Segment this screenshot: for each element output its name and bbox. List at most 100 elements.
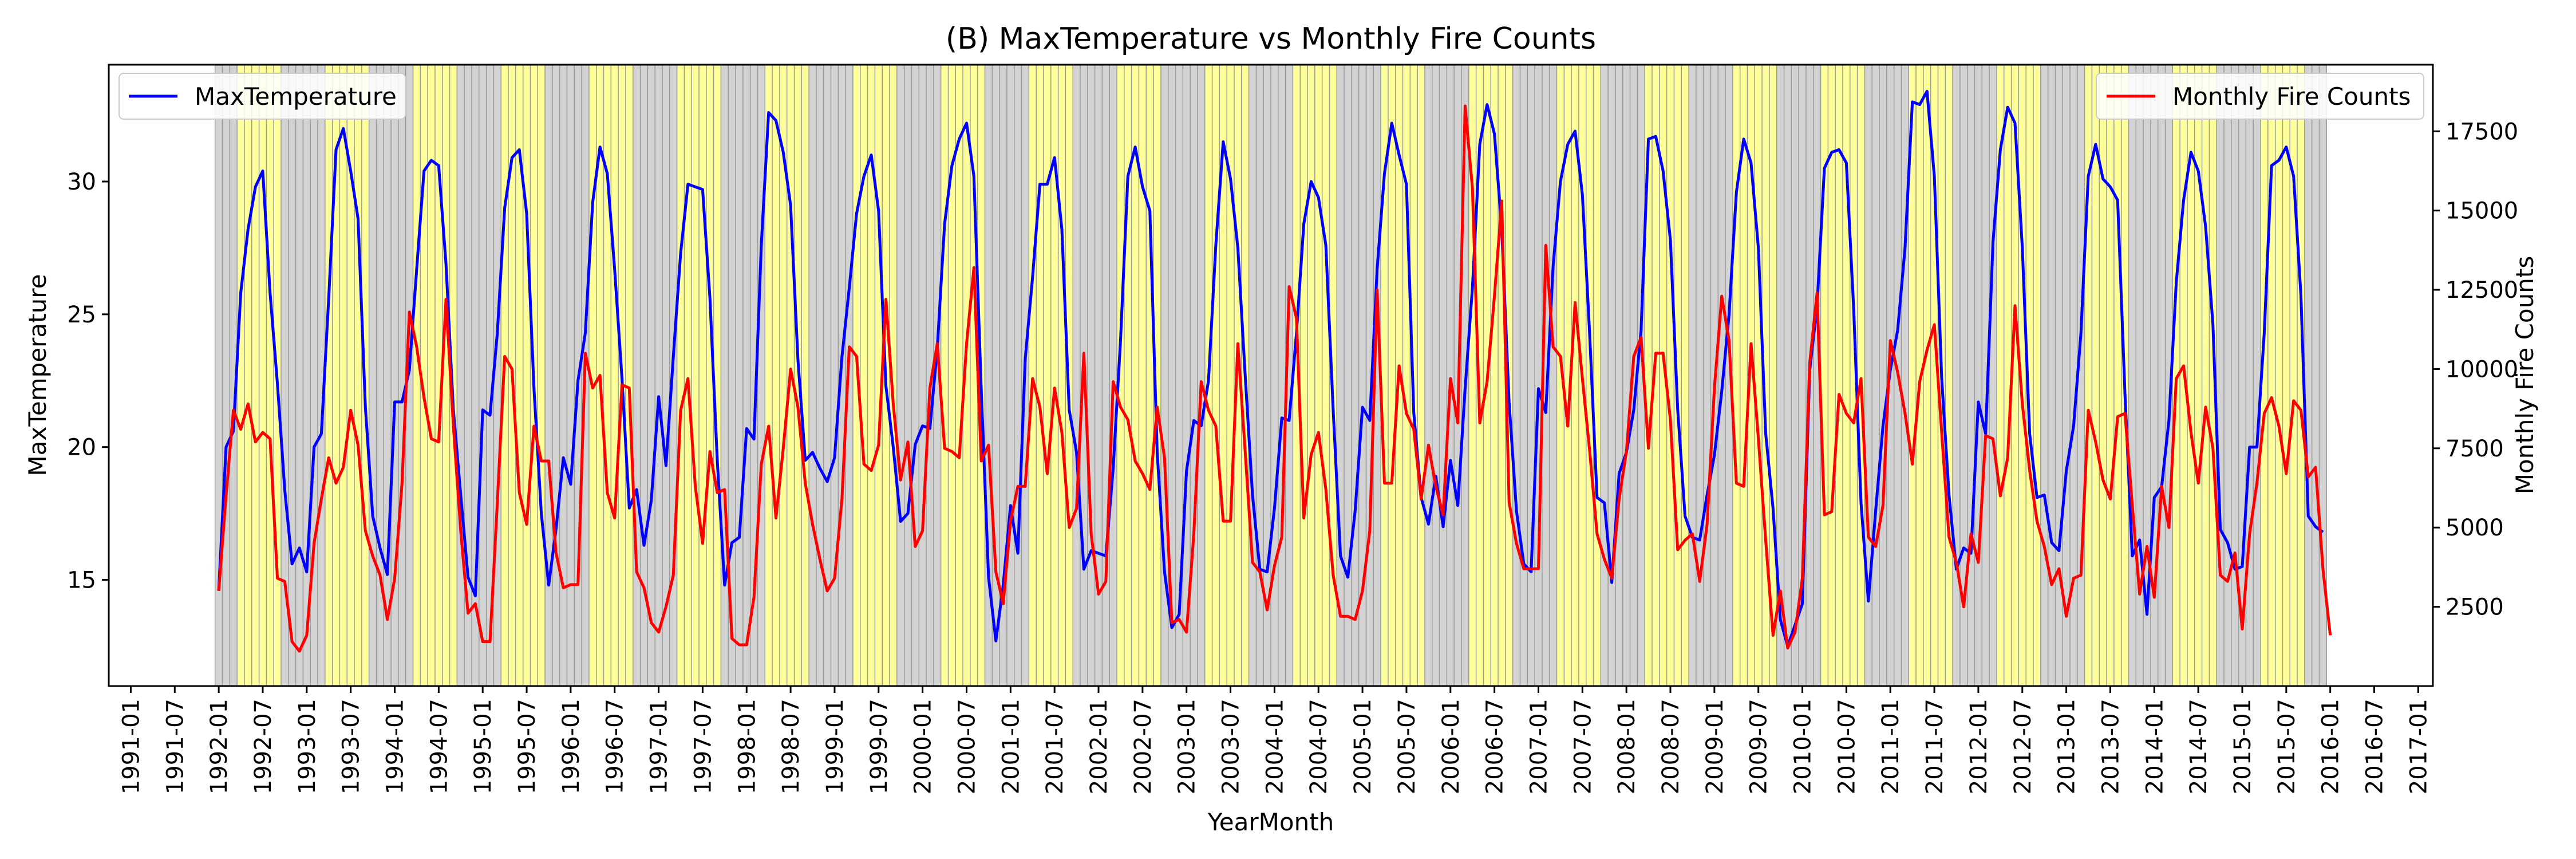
season-band xyxy=(288,65,296,686)
season-band xyxy=(1300,65,1308,686)
season-band xyxy=(2063,65,2071,686)
x-tick-label: 1997-01 xyxy=(646,699,673,794)
season-band xyxy=(1909,65,1917,686)
season-band xyxy=(706,65,714,686)
season-band xyxy=(963,65,971,686)
season-band xyxy=(391,65,399,686)
season-band xyxy=(398,65,406,686)
season-band xyxy=(831,65,839,686)
season-band xyxy=(655,65,663,686)
season-band xyxy=(1959,65,1968,686)
season-band xyxy=(2107,65,2115,686)
season-band xyxy=(750,65,758,686)
y-right-tick-label: 17500 xyxy=(2445,119,2518,145)
season-band xyxy=(567,65,575,686)
season-band xyxy=(1043,65,1052,686)
season-band xyxy=(999,65,1008,686)
season-band xyxy=(259,65,267,686)
season-band xyxy=(875,65,883,686)
season-band xyxy=(2231,65,2239,686)
season-band xyxy=(2099,65,2107,686)
x-tick-label: 2015-07 xyxy=(2274,699,2300,794)
season-band xyxy=(244,65,252,686)
season-band xyxy=(1784,65,1792,686)
season-band xyxy=(1439,65,1447,686)
season-band xyxy=(2004,65,2012,686)
season-band xyxy=(896,65,904,686)
x-axis: 1991-01 1991-07 1992-01 1992-07 1993-01 1993-… xyxy=(118,686,2432,794)
x-tick-label: 2010-07 xyxy=(1834,699,1860,794)
season-band xyxy=(633,65,641,686)
season-band xyxy=(1219,65,1227,686)
season-band xyxy=(1256,65,1264,686)
season-band xyxy=(1050,65,1058,686)
season-band xyxy=(1953,65,1961,686)
x-tick-label: 1992-01 xyxy=(206,699,232,794)
y-right-tick-label: 5000 xyxy=(2445,515,2504,541)
season-band xyxy=(1556,65,1564,686)
season-band xyxy=(1424,65,1433,686)
season-band xyxy=(339,65,347,686)
season-band xyxy=(1006,65,1015,686)
season-band xyxy=(611,65,619,686)
season-band xyxy=(318,65,326,686)
season-band xyxy=(2136,65,2144,686)
season-band xyxy=(1622,65,1630,686)
season-band xyxy=(2187,65,2195,686)
season-band xyxy=(1982,65,1990,686)
x-tick-label: 2007-07 xyxy=(1570,699,1596,794)
x-tick-label: 2001-07 xyxy=(1042,699,1068,794)
x-tick-label: 2003-07 xyxy=(1218,699,1244,794)
season-band xyxy=(1630,65,1638,686)
season-band xyxy=(1447,65,1455,686)
season-band xyxy=(1498,65,1506,686)
season-band xyxy=(1791,65,1799,686)
season-band xyxy=(823,65,831,686)
season-band xyxy=(1227,65,1235,686)
season-band xyxy=(230,65,238,686)
season-band xyxy=(955,65,963,686)
season-band xyxy=(1124,65,1132,686)
y-right-tick-label: 12500 xyxy=(2445,277,2518,304)
y-left-tick-label: 25 xyxy=(67,302,96,328)
season-band xyxy=(1652,65,1660,686)
season-band xyxy=(1828,65,1836,686)
x-tick-label: 2002-01 xyxy=(1086,699,1112,794)
season-band xyxy=(1608,65,1616,686)
season-band xyxy=(926,65,934,686)
season-band xyxy=(2202,65,2210,686)
season-band xyxy=(1776,65,1784,686)
season-band xyxy=(1564,65,1572,686)
season-band xyxy=(1139,65,1147,686)
season-band xyxy=(2246,65,2254,686)
season-band xyxy=(1696,65,1704,686)
x-tick-label: 1997-07 xyxy=(690,699,716,794)
season-band xyxy=(662,65,670,686)
x-tick-label: 1992-07 xyxy=(250,699,276,794)
season-band xyxy=(816,65,824,686)
season-band xyxy=(2092,65,2100,686)
season-band xyxy=(2261,65,2269,686)
plot-frame xyxy=(108,64,2434,687)
x-tick-label: 2001-01 xyxy=(998,699,1024,794)
season-band xyxy=(736,65,744,686)
season-band xyxy=(1535,65,1543,686)
season-band xyxy=(2048,65,2056,686)
x-tick-label: 1996-07 xyxy=(602,699,629,794)
x-tick-label: 2000-01 xyxy=(910,699,937,794)
season-band xyxy=(1329,65,1337,686)
season-band xyxy=(515,65,523,686)
x-tick-label: 2011-01 xyxy=(1878,699,1904,794)
season-band xyxy=(1117,65,1125,686)
season-band xyxy=(2304,65,2312,686)
season-band xyxy=(1864,65,1872,686)
season-band xyxy=(890,65,898,686)
season-band xyxy=(809,65,817,686)
season-band xyxy=(1872,65,1880,686)
season-band xyxy=(1615,65,1623,686)
y-right-tick-label: 7500 xyxy=(2445,436,2504,462)
season-band xyxy=(1344,65,1352,686)
season-band xyxy=(1432,65,1440,686)
season-band xyxy=(1249,65,1257,686)
season-band xyxy=(2033,65,2041,686)
